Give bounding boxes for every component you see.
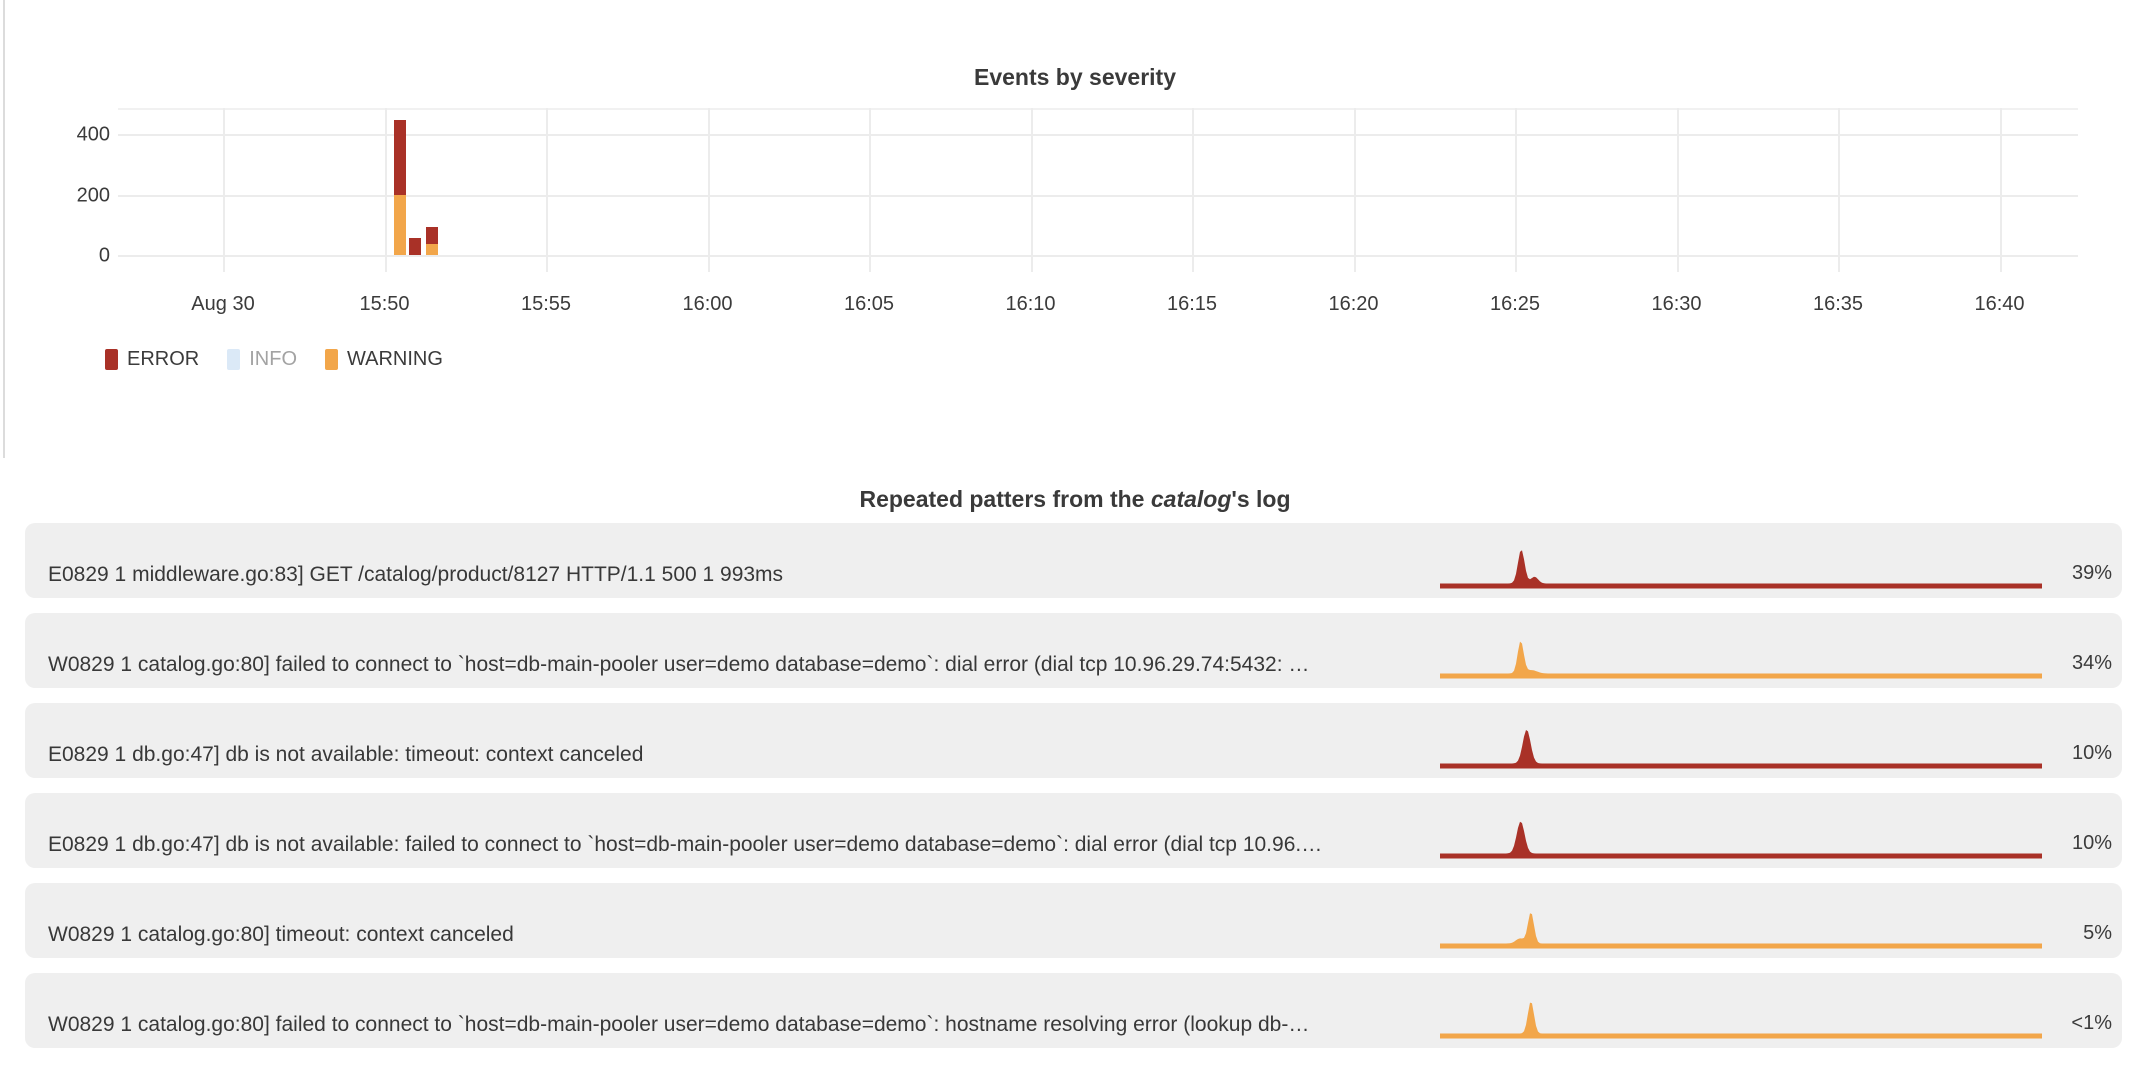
pattern-row-sparkline — [1440, 821, 2042, 859]
x-axis-label: 16:10 — [1005, 293, 1056, 315]
pattern-row-sparkline — [1440, 550, 2042, 589]
patterns-title-suffix: 's log — [1231, 486, 1291, 513]
pattern-row-text: E0829 1 db.go:47] db is not available: f… — [48, 833, 1323, 856]
pattern-row-text: W0829 1 catalog.go:80] failed to connect… — [48, 653, 1310, 676]
gridline-vertical — [223, 108, 225, 272]
x-axis-label: 16:40 — [1974, 293, 2025, 315]
patterns-title: Repeated patters from the catalog's log — [0, 485, 2150, 513]
pattern-row[interactable]: E0829 1 db.go:47] db is not available: t… — [25, 703, 2122, 778]
severity-chart-canvas[interactable]: 0 200 400 Aug 30 15:50 15:55 16:00 16:05 16:10 16… — [0, 0, 2150, 430]
pattern-row-sparkline — [1440, 913, 2042, 949]
x-axis-label: 16:20 — [1328, 293, 1379, 315]
legend-item-error[interactable]: ERROR — [105, 348, 199, 371]
legend-label: INFO — [249, 348, 298, 370]
pattern-row-percent: 10% — [2071, 832, 2112, 854]
x-axis-label: 16:05 — [843, 293, 895, 315]
y-axis-label: 200 — [76, 184, 110, 206]
gridline-vertical — [1999, 108, 2002, 272]
legend-item-info[interactable]: INFO — [227, 348, 297, 371]
pattern-row[interactable]: E0829 1 db.go:47] db is not available: f… — [25, 793, 2122, 868]
pattern-row-percent: 34% — [2071, 652, 2112, 674]
pattern-row[interactable]: W0829 1 catalog.go:80] failed to connect… — [25, 613, 2122, 688]
legend-swatch-info — [227, 349, 241, 370]
gridline-vertical — [1192, 108, 1194, 272]
severity-chart-title: Events by severity — [973, 64, 1176, 91]
x-axis-label: Aug 30 — [191, 293, 255, 315]
gridline-vertical — [546, 108, 548, 272]
legend-label: ERROR — [127, 348, 200, 370]
pattern-row-text: E0829 1 middleware.go:83] GET /catalog/p… — [48, 563, 784, 586]
bar-error-segment[interactable] — [426, 227, 438, 245]
bar-warning-segment[interactable] — [394, 195, 406, 255]
gridline-horizontal — [118, 134, 2078, 136]
x-axis-label: 15:55 — [520, 293, 572, 315]
pattern-row[interactable]: E0829 1 middleware.go:83] GET /catalog/p… — [25, 523, 2122, 598]
patterns-title-prefix: Repeated patters from the — [859, 486, 1151, 513]
gridline-vertical — [384, 108, 387, 272]
gridline-horizontal-top — [118, 108, 2078, 110]
pattern-row-sparkline — [1440, 730, 2042, 769]
x-axis-label: 16:00 — [682, 293, 733, 315]
gridline-vertical — [1515, 108, 1517, 272]
pattern-row-text: E0829 1 db.go:47] db is not available: t… — [48, 743, 644, 766]
pattern-row-sparkline — [1440, 1002, 2042, 1039]
gridline-vertical — [1353, 108, 1356, 272]
patterns-title-service-name: catalog — [1150, 486, 1232, 513]
pattern-row-percent: 5% — [2083, 922, 2112, 944]
gridline-vertical — [1676, 108, 1679, 272]
gridline-vertical — [1030, 108, 1033, 272]
bar-error-segment[interactable] — [394, 120, 406, 196]
legend-label: WARNING — [347, 348, 443, 370]
legend-item-warning[interactable]: WARNING — [325, 348, 443, 371]
x-axis-label: 15:50 — [359, 293, 410, 315]
gridline-horizontal — [118, 255, 2078, 257]
pattern-row-percent: 39% — [2071, 562, 2112, 584]
gridline-vertical — [707, 108, 710, 272]
pattern-row-sparkline — [1440, 641, 2042, 679]
x-axis-label: 16:30 — [1651, 293, 1702, 315]
pattern-row[interactable]: W0829 1 catalog.go:80] failed to connect… — [25, 973, 2122, 1048]
left-panel-divider — [3, 0, 5, 458]
severity-chart-legend: ERROR INFO WARNING — [105, 348, 443, 371]
pattern-row-percent: <1% — [2071, 1012, 2112, 1034]
pattern-row-text: W0829 1 catalog.go:80] timeout: context … — [48, 923, 514, 946]
gridline-vertical — [1838, 108, 1840, 272]
legend-swatch-error — [105, 349, 118, 370]
pattern-row[interactable]: W0829 1 catalog.go:80] timeout: context … — [25, 883, 2122, 958]
gridline-horizontal — [118, 194, 2078, 197]
x-axis-label: 16:25 — [1489, 293, 1541, 315]
legend-swatch-warning — [325, 349, 339, 370]
pattern-row-percent: 10% — [2071, 742, 2112, 764]
bar-error-segment[interactable] — [409, 238, 421, 255]
y-axis-label: 400 — [76, 123, 110, 146]
gridline-vertical — [869, 108, 871, 272]
x-axis-label: 16:15 — [1166, 293, 1218, 315]
bar-warning-segment[interactable] — [426, 244, 438, 255]
pattern-row-text: W0829 1 catalog.go:80] failed to connect… — [48, 1013, 1310, 1036]
x-axis-label: 16:35 — [1812, 293, 1864, 315]
y-axis-label: 0 — [98, 244, 110, 267]
